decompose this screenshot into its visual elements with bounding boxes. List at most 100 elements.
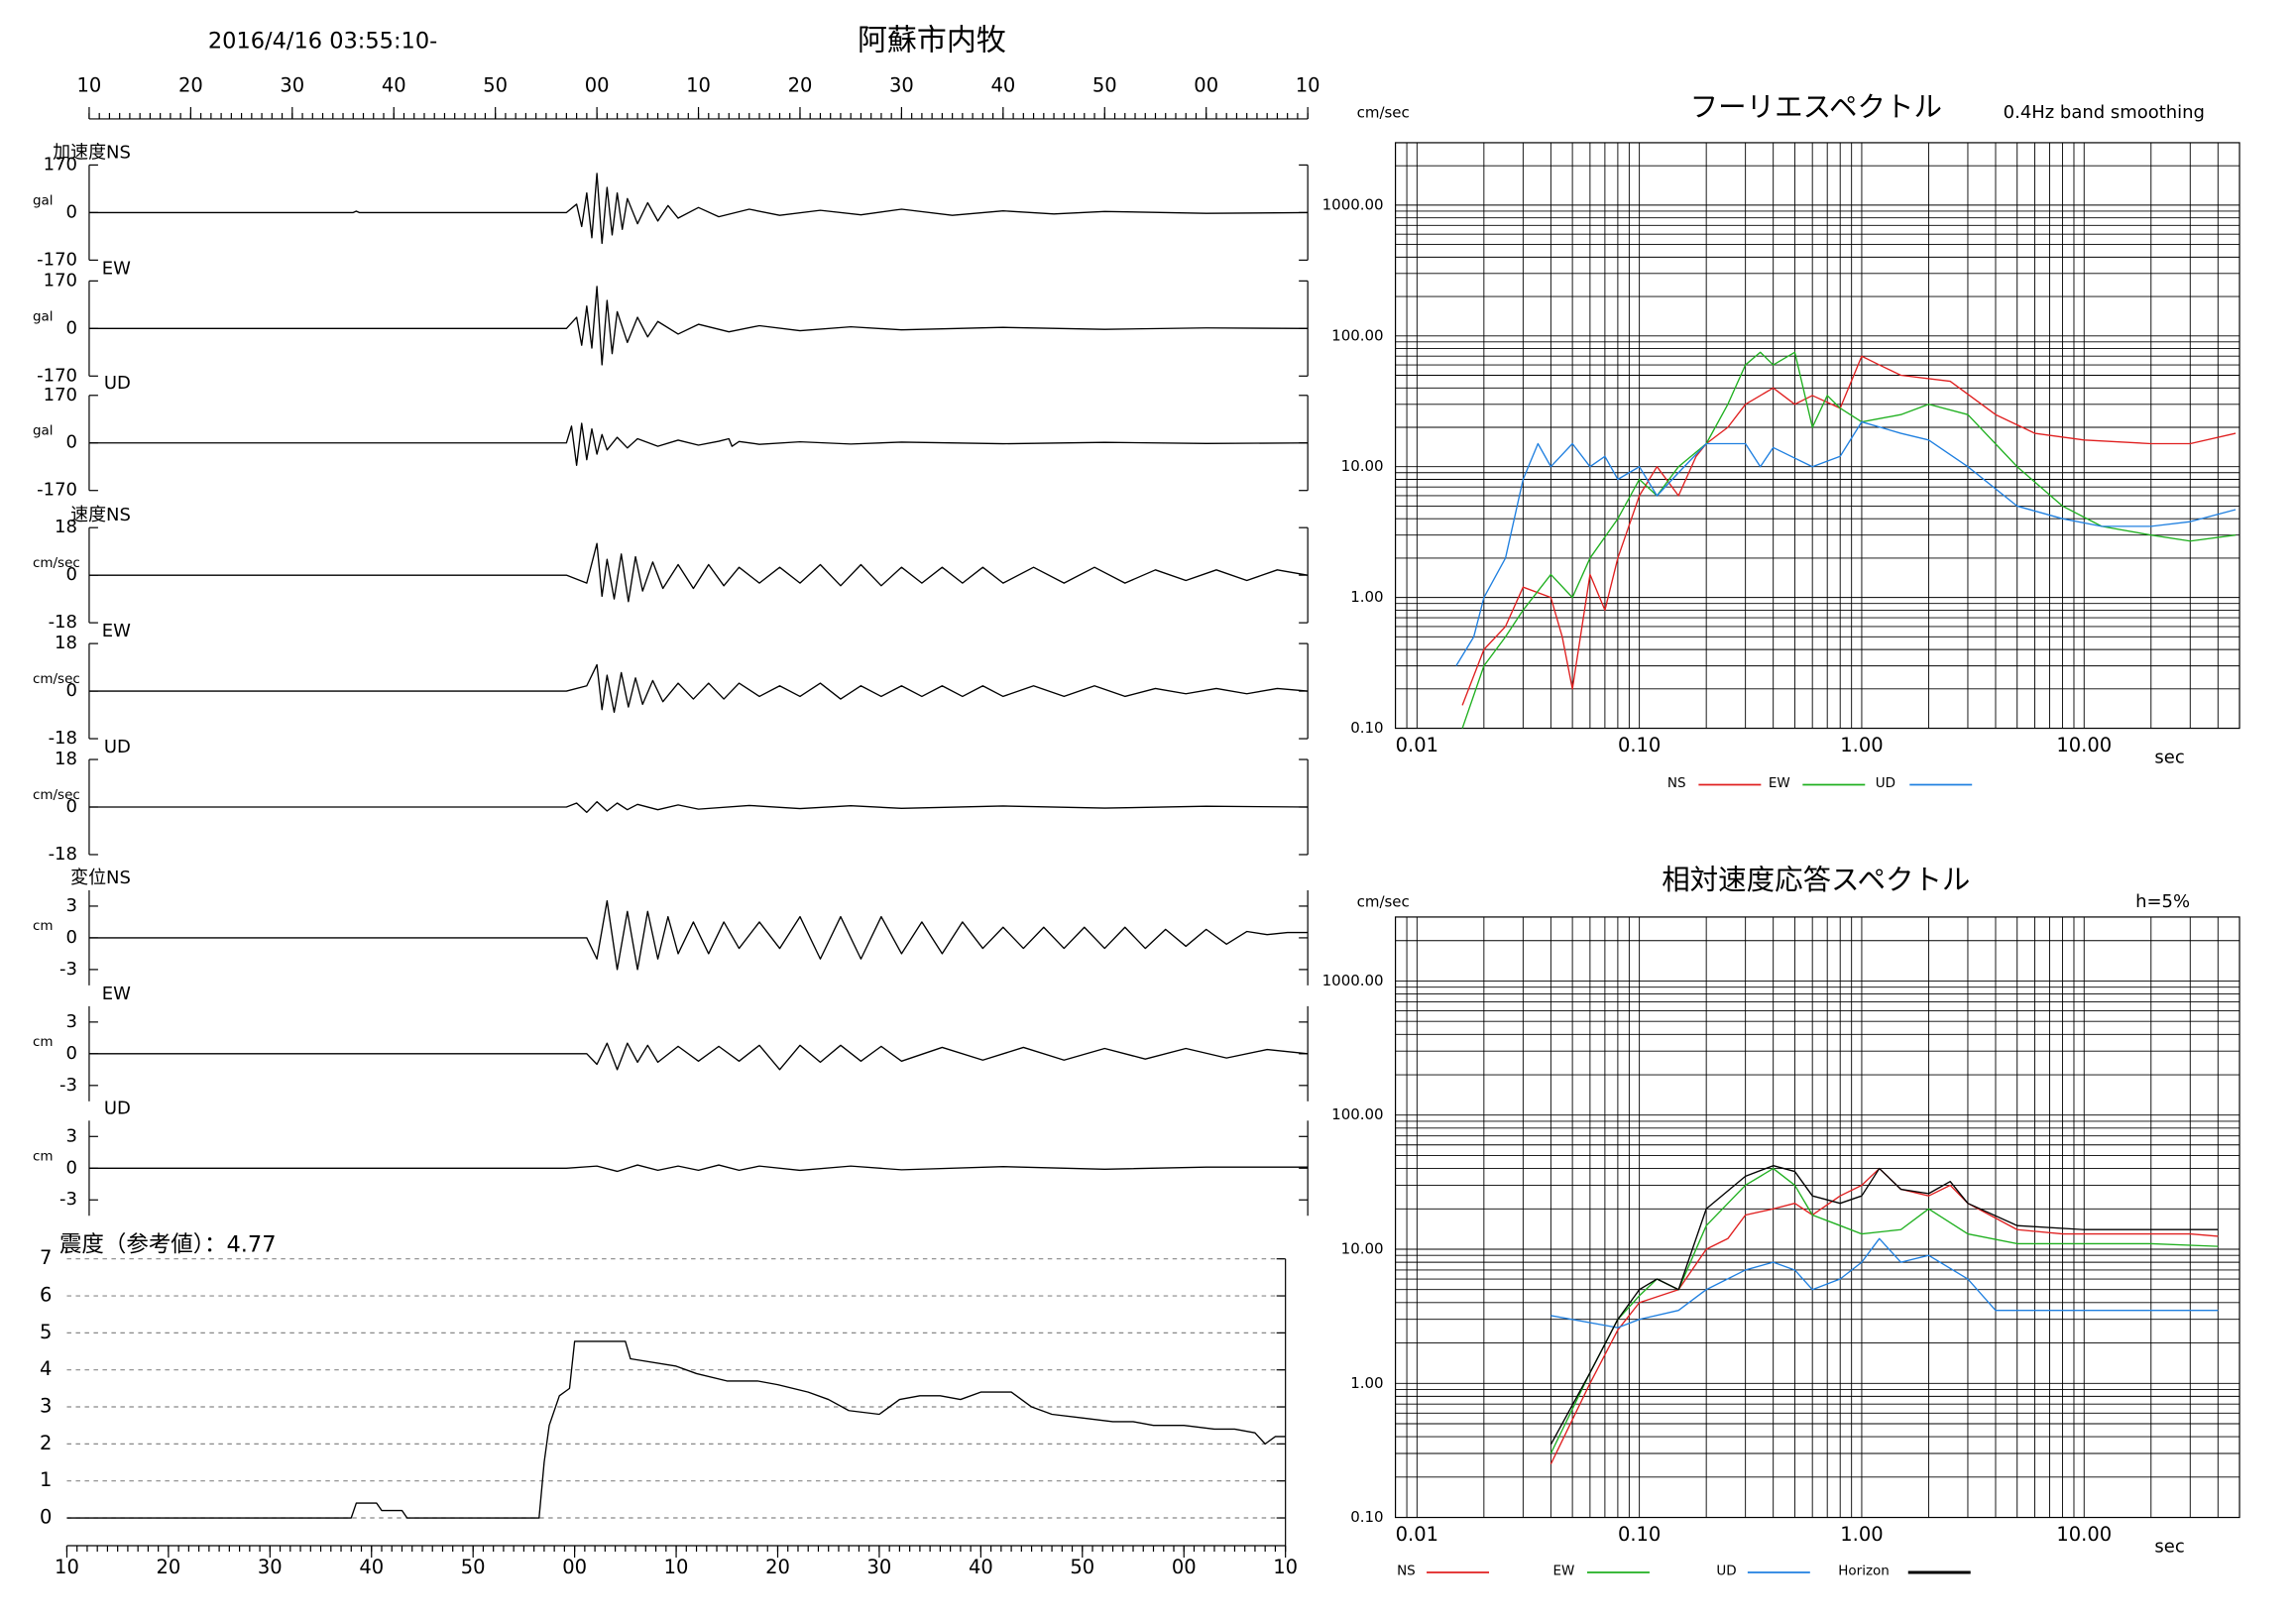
y-unit: cm/sec (1357, 892, 1410, 910)
waveform (88, 422, 1309, 466)
spectrum-line (1550, 1237, 2219, 1329)
spectrum-line (1550, 1167, 2219, 1465)
y-tick-label: -170 (37, 249, 77, 270)
x-tick-label: 10 (664, 1556, 689, 1578)
y-unit: cm/sec (1357, 103, 1410, 121)
y-tick-label: 1000.00 (1322, 972, 1384, 989)
x-tick-label: 00 (1194, 73, 1218, 96)
waveform (88, 542, 1309, 603)
waveform (88, 899, 1309, 971)
y-tick-label: 0 (66, 927, 77, 948)
x-tick-label: 00 (1172, 1556, 1197, 1578)
x-tick-label: 10 (1273, 1556, 1298, 1578)
y-tick-label: 2 (40, 1432, 52, 1454)
x-unit: sec (2154, 1537, 2184, 1558)
x-tick-label: 10 (77, 73, 102, 96)
y-tick-label: 4 (40, 1357, 52, 1380)
x-tick-label: 20 (765, 1556, 790, 1578)
x-tick-label: 0.01 (1396, 734, 1438, 756)
y-tick-label: 1.00 (1350, 588, 1383, 606)
unit-label: cm (33, 1034, 54, 1050)
x-tick-label: 10 (686, 73, 711, 96)
channel-label: EW (102, 258, 131, 279)
y-tick-label: -3 (59, 1075, 77, 1096)
y-tick-label: 0 (66, 680, 77, 701)
y-tick-label: 0 (66, 432, 77, 453)
intensity-line (66, 1340, 1286, 1519)
channel-label: 速度NS (70, 505, 131, 525)
legend-label: Horizon (1838, 1564, 1890, 1579)
x-tick-label: 00 (562, 1556, 587, 1578)
y-tick-label: 1000.00 (1322, 195, 1384, 213)
channel-label: UD (104, 1098, 131, 1118)
y-tick-label: 0 (66, 1043, 77, 1064)
channel-label: UD (104, 373, 131, 394)
plot-frame (1394, 142, 2240, 730)
y-tick-label: 7 (40, 1246, 52, 1269)
x-tick-label: 20 (788, 73, 813, 96)
channel-label: 変位NS (70, 868, 131, 888)
channel-label: EW (102, 621, 131, 641)
legend-label: NS (1397, 1564, 1416, 1579)
y-tick-label: -170 (37, 480, 77, 501)
x-tick-label: 10 (55, 1556, 79, 1578)
x-tick-label: 30 (280, 73, 304, 96)
x-tick-label: 1.00 (1840, 734, 1883, 756)
y-tick-label: 1 (40, 1468, 52, 1491)
annotation: h=5% (2135, 891, 2190, 912)
y-tick-label: 3 (66, 1125, 77, 1146)
legend-label: EW (1769, 775, 1790, 791)
waveform (88, 800, 1309, 814)
y-tick-label: 1.00 (1350, 1374, 1383, 1392)
y-tick-label: 0.10 (1350, 1508, 1383, 1526)
y-tick-label: 170 (44, 154, 77, 174)
y-tick-label: 0 (66, 1157, 77, 1178)
y-tick-label: -18 (49, 612, 77, 633)
y-tick-label: 100.00 (1331, 1105, 1383, 1123)
x-tick-label: 10.00 (2056, 734, 2112, 756)
unit-label: cm/sec (33, 555, 80, 571)
y-tick-label: -18 (49, 844, 77, 865)
intensity-title: 震度（参考値）：4.77 (59, 1232, 277, 1258)
legend-label: EW (1552, 1564, 1574, 1579)
x-tick-label: 30 (258, 1556, 283, 1578)
y-tick-label: 3 (66, 1011, 77, 1032)
x-tick-label: 40 (359, 1556, 384, 1578)
y-tick-label: 18 (55, 749, 77, 769)
waveform (88, 286, 1309, 366)
unit-label: cm/sec (33, 787, 80, 803)
record-time: 2016/4/16 03:55:10- (208, 29, 437, 55)
annotation: 0.4Hz band smoothing (2004, 102, 2205, 123)
y-tick-label: 170 (44, 270, 77, 290)
y-tick-label: -3 (59, 1189, 77, 1210)
x-tick-label: 50 (1092, 73, 1117, 96)
y-tick-label: 0 (66, 201, 77, 222)
y-tick-label: 170 (44, 385, 77, 406)
legend-label: UD (1716, 1564, 1736, 1579)
spectrum-title: 相対速度応答スペクトル (1662, 864, 1970, 896)
y-tick-label: 3 (40, 1395, 52, 1418)
x-tick-label: 0.10 (1618, 734, 1661, 756)
y-tick-label: -3 (59, 959, 77, 980)
x-tick-label: 30 (889, 73, 914, 96)
x-tick-label: 20 (178, 73, 203, 96)
x-tick-label: 10 (1296, 73, 1320, 96)
y-tick-label: 10.00 (1341, 1240, 1384, 1258)
y-tick-label: 0 (40, 1506, 52, 1529)
y-tick-label: -170 (37, 365, 77, 386)
x-tick-label: 1.00 (1840, 1523, 1883, 1546)
x-tick-label: 50 (483, 73, 508, 96)
legend-label: NS (1667, 775, 1686, 791)
x-tick-label: 20 (156, 1556, 180, 1578)
unit-label: gal (33, 423, 54, 439)
channel-label: EW (102, 984, 131, 1004)
y-tick-label: -18 (49, 728, 77, 749)
x-tick-label: 50 (461, 1556, 486, 1578)
x-tick-label: 40 (382, 73, 406, 96)
x-tick-label: 40 (990, 73, 1015, 96)
x-tick-label: 10.00 (2056, 1523, 2112, 1546)
spectrum-line (1455, 420, 2237, 666)
spectrum-line (1550, 1167, 2219, 1454)
x-tick-label: 0.01 (1396, 1523, 1438, 1546)
